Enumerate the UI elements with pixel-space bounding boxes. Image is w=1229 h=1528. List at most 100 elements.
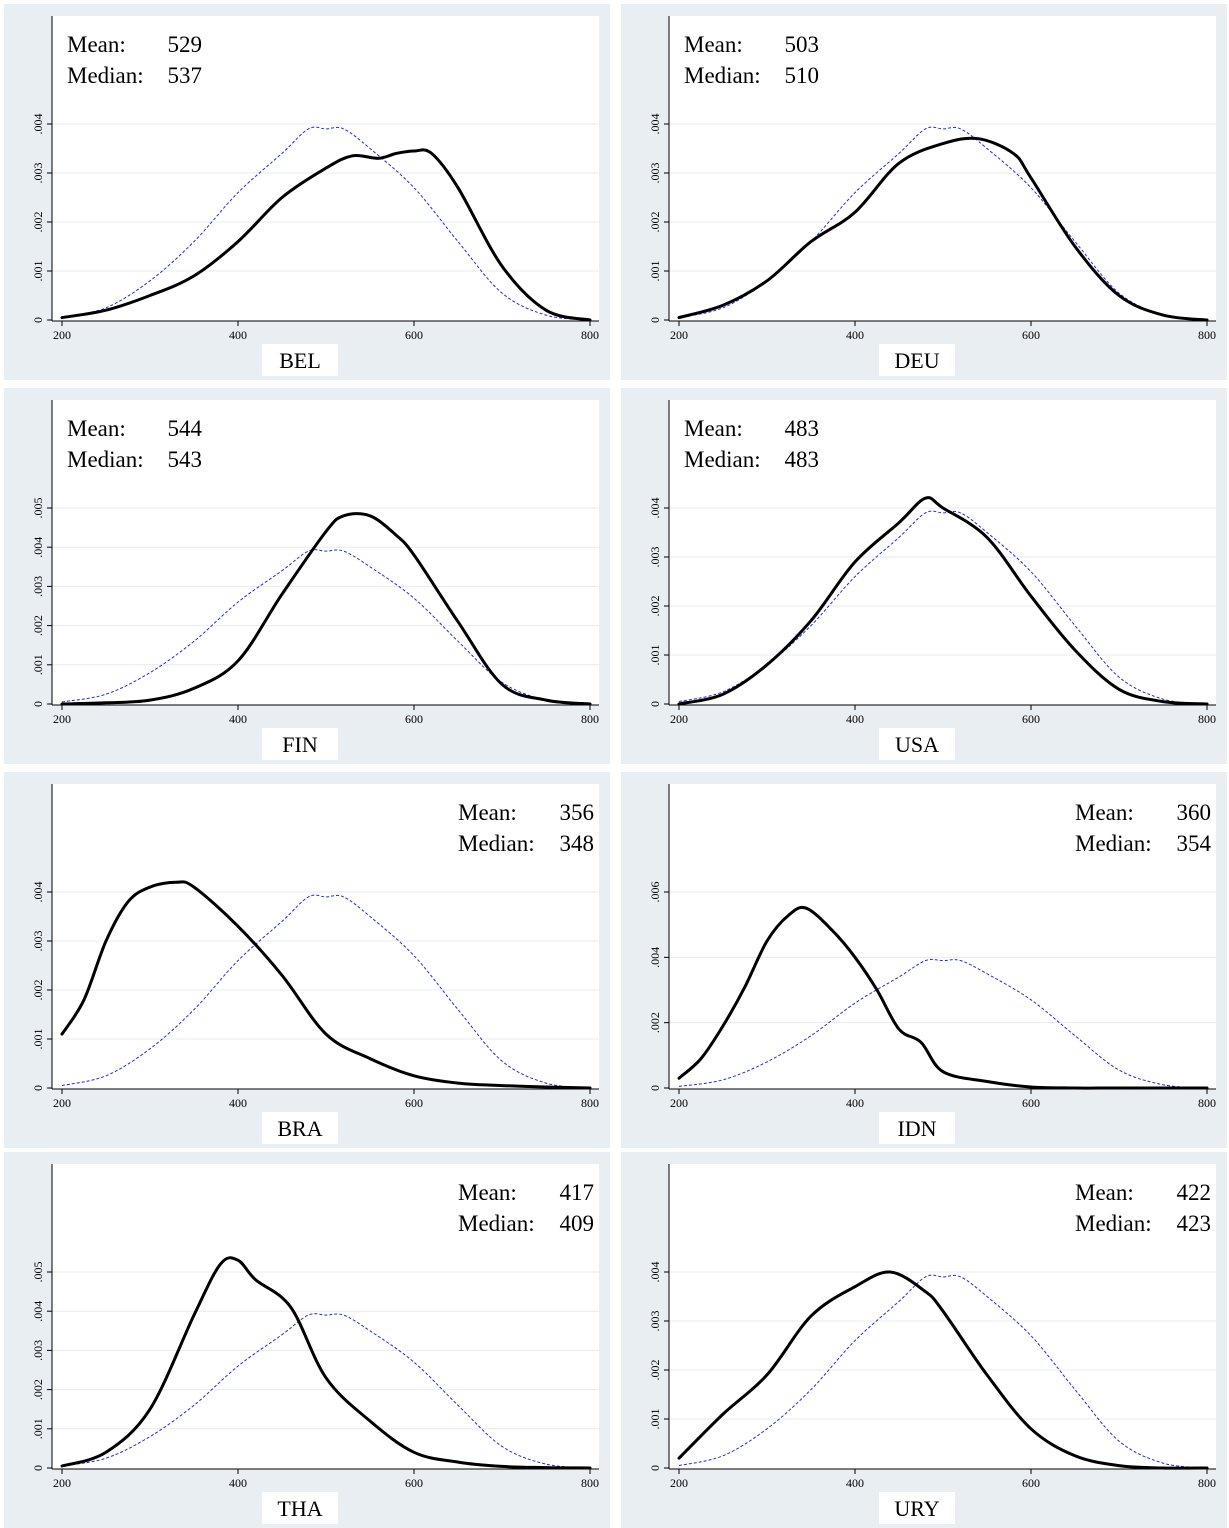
density-panel-bra: 0 .001 .002 .003 .004 200 400 600 800 BRA Mean: 356… xyxy=(4,772,610,1148)
x-tick-label: 800 xyxy=(1198,328,1216,342)
country-label-box xyxy=(879,344,955,376)
median-value: 543 xyxy=(168,447,203,472)
y-tick-label: .003 xyxy=(648,1311,662,1332)
country-label-box xyxy=(262,344,338,376)
x-tick-label: 200 xyxy=(670,712,688,726)
median-value: 423 xyxy=(1177,1211,1212,1236)
y-tick-label: .004 xyxy=(648,947,662,968)
country-label: BRA xyxy=(277,1116,322,1141)
stats-block: Mean: 356 Median: 348 xyxy=(458,800,594,856)
x-tick-label: 400 xyxy=(229,1096,247,1110)
country-label-box xyxy=(262,1112,338,1144)
mean-label: Mean: xyxy=(67,416,126,441)
y-tick-label: .001 xyxy=(648,645,662,666)
y-tick-label: .004 xyxy=(648,1262,662,1283)
median-value: 483 xyxy=(785,447,820,472)
median-label: Median: xyxy=(684,63,761,88)
reference-density-line xyxy=(678,1274,1208,1469)
density-panel-deu: 0 .001 .002 .003 .004 200 400 600 800 DEU Mean: 503… xyxy=(621,4,1227,380)
y-tick-label: .005 xyxy=(31,498,45,519)
density-panel-fin: 0 .001 .002 .003 .004 .005 200 400 600 800 FIN Mean… xyxy=(4,388,610,764)
y-tick-label: 0 xyxy=(31,1085,45,1091)
country-label-box xyxy=(262,728,338,760)
plot-area xyxy=(669,400,1216,705)
y-tick-label: .002 xyxy=(648,596,662,617)
panel-svg: 0 .001 .002 .003 .004 200 400 600 800 USA Mean: 483… xyxy=(648,400,1216,760)
country-label-box xyxy=(879,1112,955,1144)
country-density-line xyxy=(677,496,1209,706)
x-tick-label: 600 xyxy=(405,1476,423,1490)
x-tick-label: 400 xyxy=(229,1476,247,1490)
panel-svg: 0 .001 .002 .003 .004 200 400 600 800 BEL Mean: 529… xyxy=(31,16,599,376)
mean-value: 483 xyxy=(785,416,820,441)
country-label-box xyxy=(262,1492,338,1524)
plot-area xyxy=(669,784,1216,1089)
country-density-line xyxy=(60,512,592,706)
y-tick-label: .001 xyxy=(31,1029,45,1050)
country-density-line xyxy=(677,905,1209,1090)
mean-label: Mean: xyxy=(684,32,743,57)
y-tick-label: .002 xyxy=(31,615,45,636)
median-value: 348 xyxy=(560,831,595,856)
plot-area xyxy=(52,784,599,1089)
y-tick-label: .004 xyxy=(648,114,662,135)
x-tick-label: 200 xyxy=(53,328,71,342)
plot-area xyxy=(52,400,599,705)
y-tick-label: .003 xyxy=(648,163,662,184)
x-tick-label: 400 xyxy=(846,712,864,726)
x-tick-label: 200 xyxy=(53,712,71,726)
x-tick-label: 600 xyxy=(1022,1096,1040,1110)
mean-value: 529 xyxy=(168,32,203,57)
mean-label: Mean: xyxy=(458,800,517,825)
reference-density-line xyxy=(61,1313,591,1469)
median-label: Median: xyxy=(67,63,144,88)
mean-label: Mean: xyxy=(67,32,126,57)
x-tick-label: 800 xyxy=(581,1476,599,1490)
x-tick-label: 600 xyxy=(405,328,423,342)
y-tick-label: .002 xyxy=(648,1360,662,1381)
stats-block: Mean: 544 Median: 543 xyxy=(67,416,203,472)
reference-density-line xyxy=(61,894,591,1089)
median-label: Median: xyxy=(1075,831,1152,856)
country-label: USA xyxy=(895,732,939,757)
y-tick-label: 0 xyxy=(31,701,45,707)
country-label-box xyxy=(879,1492,955,1524)
y-tick-label: .004 xyxy=(31,114,45,135)
mean-label: Mean: xyxy=(458,1180,517,1205)
y-tick-label: .005 xyxy=(31,1262,45,1283)
stats-block: Mean: 422 Median: 423 xyxy=(1075,1180,1211,1236)
country-label: URY xyxy=(894,1496,939,1521)
country-density-line xyxy=(60,148,592,322)
stats-block: Mean: 483 Median: 483 xyxy=(684,416,819,472)
x-tick-label: 600 xyxy=(1022,712,1040,726)
y-tick-label: .003 xyxy=(31,163,45,184)
stats-block: Mean: 529 Median: 537 xyxy=(67,32,202,88)
y-tick-label: .002 xyxy=(31,212,45,233)
x-tick-label: 600 xyxy=(1022,1476,1040,1490)
country-density-line xyxy=(677,136,1209,322)
median-value: 510 xyxy=(785,63,820,88)
plot-area xyxy=(669,16,1216,321)
y-tick-label: .003 xyxy=(648,547,662,568)
median-label: Median: xyxy=(458,1211,535,1236)
country-label: IDN xyxy=(897,1116,936,1141)
mean-label: Mean: xyxy=(1075,800,1134,825)
mean-value: 360 xyxy=(1177,800,1212,825)
y-tick-label: 0 xyxy=(648,1465,662,1471)
stats-block: Mean: 503 Median: 510 xyxy=(684,32,819,88)
panel-svg: 0 .001 .002 .003 .004 200 400 600 800 DEU Mean: 503… xyxy=(648,16,1216,376)
country-label: THA xyxy=(277,1496,322,1521)
x-tick-label: 800 xyxy=(1198,1476,1216,1490)
x-tick-label: 800 xyxy=(1198,1096,1216,1110)
y-tick-label: .001 xyxy=(31,654,45,675)
y-tick-label: 0 xyxy=(31,1465,45,1471)
median-value: 354 xyxy=(1177,831,1212,856)
median-label: Median: xyxy=(684,447,761,472)
median-label: Median: xyxy=(458,831,535,856)
panel-svg: 0 .001 .002 .003 .004 200 400 600 800 BRA Mean: 356… xyxy=(31,784,599,1144)
mean-label: Mean: xyxy=(1075,1180,1134,1205)
x-tick-label: 800 xyxy=(1198,712,1216,726)
reference-density-line xyxy=(61,126,591,321)
y-tick-label: .004 xyxy=(31,1301,45,1322)
density-panel-idn: 0 .002 .004 .006 200 400 600 800 IDN Mean: 360 Medi… xyxy=(621,772,1227,1148)
